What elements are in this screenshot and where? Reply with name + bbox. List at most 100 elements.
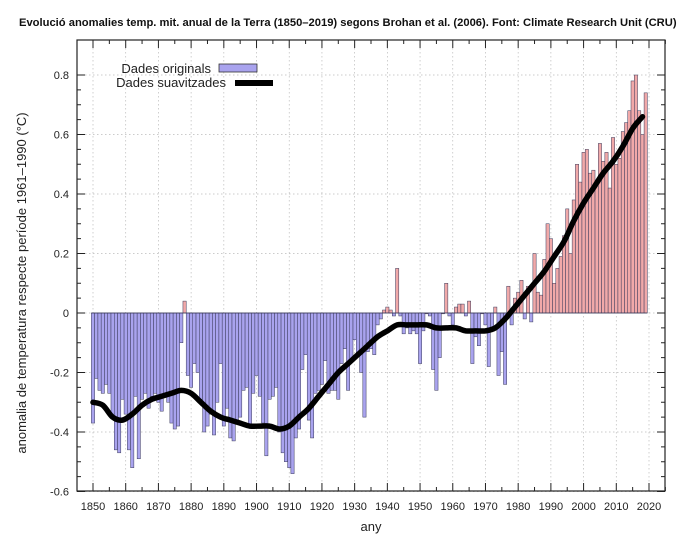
bar-1863	[133, 312, 138, 397]
bar-1891	[225, 312, 229, 409]
bar-1992	[555, 268, 560, 314]
smoothed-line	[90, 113, 646, 432]
bar-1963	[460, 303, 465, 314]
bar-1998	[575, 164, 579, 314]
y-tick-label: -0.4	[50, 427, 69, 439]
bar-1854	[104, 312, 108, 385]
y-tick-label: 0.8	[54, 70, 69, 82]
bar-1990	[549, 238, 553, 314]
bar-1991	[552, 283, 557, 314]
x-tick-label: 1970	[473, 501, 497, 513]
bar-1907	[277, 312, 282, 433]
bar-1901	[257, 312, 262, 397]
x-tick-label: 2020	[637, 501, 661, 513]
bar-2017	[637, 110, 642, 314]
bar-1938	[378, 312, 383, 320]
bar-1897	[244, 312, 249, 388]
bar-1911	[290, 312, 295, 474]
bar-1917	[310, 312, 315, 439]
bar-1865	[140, 312, 144, 400]
bar-1856	[110, 312, 115, 415]
bar-2011	[617, 158, 622, 314]
plot-frame	[76, 39, 666, 492]
bar-1982	[522, 312, 527, 320]
bar-1966	[470, 312, 475, 364]
bar-1903	[264, 312, 269, 457]
x-tick-label: 1880	[179, 501, 203, 513]
bar-1910	[287, 312, 292, 468]
y-tick-label: 0.4	[54, 189, 69, 201]
bar-1900	[254, 312, 259, 376]
bar-1950	[418, 312, 422, 364]
bar-1908	[280, 312, 285, 454]
bar-2001	[584, 149, 589, 314]
bar-2012	[620, 131, 625, 314]
bar-1933	[362, 312, 367, 418]
bar-1964	[463, 312, 468, 317]
bars	[91, 74, 648, 474]
bar-1858	[117, 312, 122, 454]
bar-1996	[568, 253, 573, 314]
bar-1890	[221, 312, 226, 427]
bar-1915	[303, 312, 308, 355]
bar-1936	[372, 312, 377, 355]
bar-1944	[398, 312, 403, 317]
bar-1886	[208, 312, 213, 415]
bar-1906	[274, 312, 279, 388]
bar-1959	[447, 312, 452, 317]
bar-1931	[356, 312, 360, 355]
bar-1880	[189, 312, 193, 388]
bar-1866	[143, 312, 148, 394]
bar-1973	[493, 306, 498, 314]
bar-1961	[454, 306, 458, 314]
bar-1867	[146, 312, 151, 409]
bar-1948	[411, 312, 416, 332]
bar-1855	[107, 312, 112, 394]
bar-1895	[238, 312, 243, 418]
chart-title: Evolució anomalies temp. mit. anual de l…	[19, 17, 677, 29]
bar-1861	[127, 312, 131, 451]
bar-1862	[130, 312, 135, 468]
bar-1899	[251, 312, 256, 394]
bar-1925	[336, 312, 341, 400]
bar-1932	[359, 312, 364, 373]
x-tick-label: 2010	[604, 501, 628, 513]
bar-1995	[565, 208, 570, 314]
legend: Dades originals Dades suavitzades	[116, 61, 273, 90]
x-tick-label: 1870	[146, 501, 170, 513]
bar-1896	[241, 312, 246, 391]
bar-1971	[486, 312, 491, 367]
bar-1954	[431, 312, 436, 370]
bar-1852	[97, 312, 102, 391]
bar-2007	[604, 152, 609, 314]
bar-1851	[94, 312, 99, 379]
x-tick-label: 1890	[212, 501, 236, 513]
bar-1870	[156, 312, 161, 403]
x-tick-labels: 1850 1860 1870 1880 1890 1900 1910 1920 1930 1940…	[81, 501, 661, 513]
bar-1930	[352, 312, 357, 341]
bar-1850	[91, 312, 95, 424]
bar-1939	[382, 309, 386, 314]
y-tick-label: 0.6	[54, 130, 69, 142]
bar-1928	[346, 312, 350, 391]
x-tick-label: 1920	[310, 501, 334, 513]
bar-1869	[153, 312, 158, 394]
x-tick-label: 1900	[244, 501, 268, 513]
bar-1958	[444, 283, 449, 314]
x-tick-label: 1990	[539, 501, 563, 513]
bar-1859	[120, 312, 125, 400]
bar-1929	[349, 312, 354, 361]
y-tick-label: 0	[63, 308, 69, 320]
bar-1875	[172, 312, 177, 430]
legend-swatch-smoothed	[235, 80, 273, 86]
bar-1984	[529, 312, 534, 323]
bar-1956	[437, 312, 442, 358]
x-tick-label: 1950	[408, 501, 432, 513]
bar-1914	[300, 312, 305, 370]
y-tick-label: -0.6	[50, 487, 69, 499]
bar-1920	[320, 312, 324, 385]
bar-1872	[163, 312, 167, 397]
axes	[76, 39, 666, 492]
bar-1918	[313, 312, 318, 394]
